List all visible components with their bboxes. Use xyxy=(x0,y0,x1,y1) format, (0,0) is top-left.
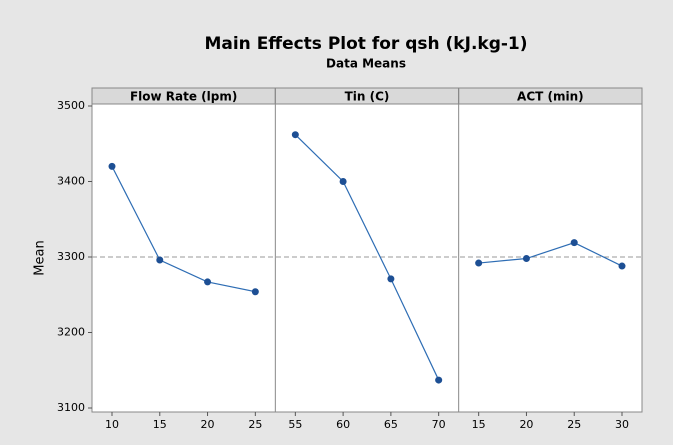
point xyxy=(108,162,116,170)
point xyxy=(156,256,164,264)
chart-subtitle: Data Means xyxy=(326,57,406,71)
y-tick-label: 3200 xyxy=(57,326,85,339)
x-tick-label: 25 xyxy=(248,418,262,431)
point xyxy=(475,259,483,267)
panel-title: Tin (C) xyxy=(345,90,390,104)
x-tick-label: 20 xyxy=(201,418,215,431)
point xyxy=(291,131,299,139)
line xyxy=(294,134,440,381)
y-axis-label: Mean xyxy=(33,240,48,275)
chart-title: Main Effects Plot for qsh (kJ.kg-1) xyxy=(204,34,527,54)
x-tick-label: 55 xyxy=(288,418,302,431)
point xyxy=(618,262,626,270)
plot-area xyxy=(91,87,643,413)
y-tick-label: 3300 xyxy=(57,250,85,263)
x-tick-label: 30 xyxy=(615,418,629,431)
x-tick-label: 25 xyxy=(567,418,581,431)
x-tick-label: 70 xyxy=(432,418,446,431)
panel-title: ACT (min) xyxy=(517,90,584,104)
line xyxy=(111,166,256,293)
point xyxy=(387,275,395,283)
y-tick-label: 3100 xyxy=(57,401,85,414)
point xyxy=(339,178,347,185)
point xyxy=(251,288,259,296)
y-tick-label: 3500 xyxy=(57,99,85,112)
point xyxy=(522,255,530,263)
y-tick-label: 3400 xyxy=(57,175,85,188)
point xyxy=(570,239,578,247)
x-tick-label: 10 xyxy=(105,418,119,431)
x-tick-label: 15 xyxy=(472,418,486,431)
panel-title: Flow Rate (lpm) xyxy=(130,90,237,104)
x-tick-label: 20 xyxy=(519,418,533,431)
point xyxy=(204,278,212,286)
line xyxy=(478,242,623,267)
x-tick-label: 60 xyxy=(336,418,350,431)
x-tick-label: 65 xyxy=(384,418,398,431)
point xyxy=(435,376,443,384)
x-tick-label: 15 xyxy=(153,418,167,431)
